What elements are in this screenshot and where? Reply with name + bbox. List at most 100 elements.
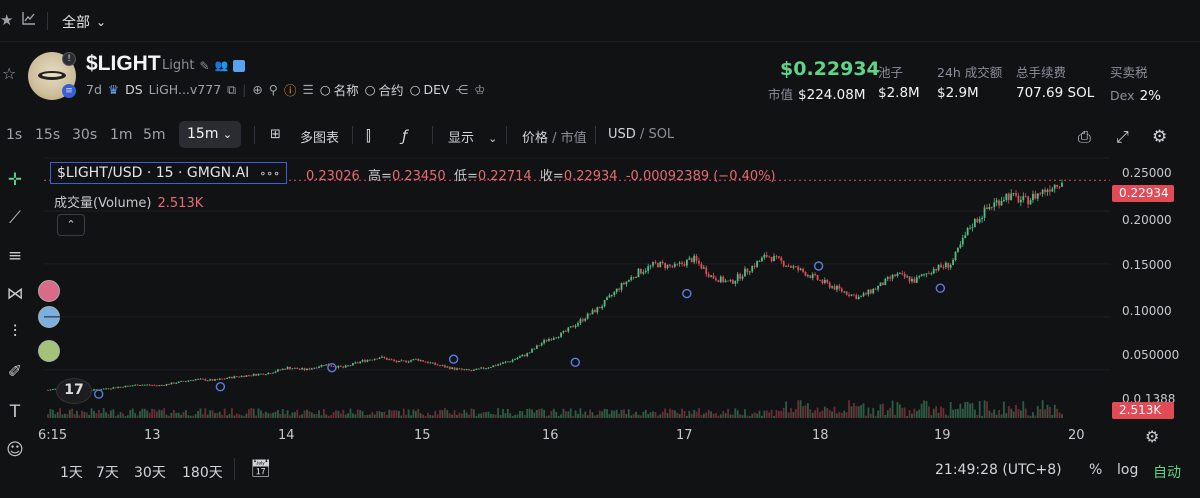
range-7d[interactable]: 7天 (96, 465, 119, 481)
volume-bar (610, 410, 613, 418)
user-icon[interactable]: ⚲ (268, 82, 278, 97)
axis-settings-icon[interactable]: ⚙ (1145, 427, 1160, 446)
collapse-legend-button[interactable]: ⌃ (57, 214, 85, 236)
candle (564, 329, 567, 332)
chart-legend[interactable]: $LIGHT/USD · 15 · GMGN.AI ∘∘∘ (50, 162, 287, 184)
volume-bar (51, 409, 54, 418)
trade-marker[interactable] (448, 354, 459, 364)
interval-30s[interactable]: 30s (72, 127, 98, 143)
candle (577, 321, 579, 328)
share-icon[interactable]: ⋲ (455, 82, 469, 97)
volume-bar (923, 400, 925, 418)
volume-bar (443, 408, 446, 418)
price-mcap-toggle[interactable]: 价格 / 市值 (522, 131, 587, 146)
warning-icon[interactable]: ⓘ (283, 83, 297, 98)
candle (908, 276, 911, 284)
crosshair-icon[interactable]: ✛ (7, 170, 23, 190)
log-toggle[interactable]: log (1117, 462, 1139, 478)
interval-5m[interactable]: 5m (143, 127, 166, 143)
range-180d[interactable]: 180天 (182, 465, 223, 481)
volume-bar (117, 414, 120, 418)
interval-1s[interactable]: 1s (6, 127, 23, 143)
text-tool-icon[interactable]: T (9, 402, 21, 422)
percent-toggle[interactable]: % (1089, 462, 1103, 478)
star-icon[interactable]: ★ (0, 11, 14, 29)
volume-bar (908, 410, 911, 418)
trade-marker[interactable] (570, 357, 580, 368)
emoji-icon[interactable]: ☺ (6, 440, 24, 460)
volume-bar (1036, 406, 1039, 418)
interval-15s[interactable]: 15s (35, 127, 61, 143)
edit-icon[interactable]: ✎ (199, 58, 210, 73)
candle (903, 271, 906, 280)
menu-icon[interactable]: ☰ (302, 82, 314, 97)
fullscreen-icon[interactable]: ⤢ (1116, 127, 1129, 146)
calendar-icon[interactable]: 📅︎ (250, 459, 272, 479)
favorite-star-icon[interactable]: ☆ (2, 64, 17, 83)
candle (400, 359, 403, 362)
search-name-link[interactable]: ○ 名称 (320, 80, 359, 99)
volume-bar (182, 411, 185, 418)
volume-bar (787, 412, 790, 418)
avatar[interactable] (38, 280, 60, 302)
candle (606, 296, 608, 301)
volume-bar (717, 415, 720, 418)
pattern-icon[interactable]: ⋈ (6, 284, 24, 304)
candle (228, 376, 231, 379)
candle (819, 279, 821, 282)
volume-bar (56, 412, 59, 418)
volume-bar (119, 412, 122, 418)
y-tick: 0.050000 (1122, 348, 1180, 362)
info-badge-icon: ! (62, 52, 76, 66)
volume-bar (978, 401, 981, 418)
currency-toggle[interactable]: USD / SOL (608, 127, 675, 142)
brush-icon[interactable]: ✐ (7, 362, 23, 382)
crown-outline-icon[interactable]: ♔ (474, 82, 486, 97)
candle (175, 382, 178, 385)
trade-marker[interactable] (935, 283, 946, 293)
interval-dropdown[interactable]: 15m ⌄ (179, 121, 241, 148)
trendline-icon[interactable]: ⟋ (9, 208, 21, 228)
search-contract-link[interactable]: ○ 合约 (365, 80, 404, 99)
high-value: 0.23450 (391, 169, 446, 184)
candle (683, 261, 686, 267)
measure-icon[interactable]: ⫶ (12, 322, 18, 342)
add-indicator-icon[interactable]: ⊞ (270, 127, 281, 142)
volume-bar (698, 408, 700, 418)
copy-icon[interactable]: ⧉ (227, 81, 237, 97)
volume-bar (569, 408, 572, 418)
candle (410, 359, 412, 363)
channel-icon[interactable]: ≡ (7, 246, 23, 266)
trade-marker[interactable] (813, 261, 824, 271)
candle (741, 274, 744, 281)
auto-toggle[interactable]: 自动 (1153, 465, 1181, 481)
range-1d[interactable]: 1天 (60, 465, 83, 481)
volume-bar (741, 415, 744, 418)
chart-icon[interactable] (22, 11, 36, 29)
trade-marker[interactable] (682, 288, 692, 299)
candle-type-icon[interactable]: ⫿ (366, 127, 371, 145)
trade-marker[interactable] (327, 362, 337, 373)
interval-1m[interactable]: 1m (110, 127, 133, 143)
tax-value: 2% (1139, 88, 1162, 104)
trade-marker[interactable] (94, 389, 104, 399)
candle (189, 380, 192, 382)
filter-dropdown[interactable]: 全部 ⌄ (62, 12, 106, 32)
camera-icon[interactable]: ⎙ (1078, 127, 1091, 146)
multi-chart-button[interactable]: 多图表 (300, 131, 340, 146)
range-30d[interactable]: 30天 (134, 465, 166, 481)
volume-bar (492, 414, 495, 418)
avatar[interactable] (38, 340, 60, 362)
formula-icon[interactable]: ƒ (402, 127, 408, 145)
price-chart[interactable] (44, 152, 1110, 424)
volume-bar (349, 408, 352, 418)
search-dev-link[interactable]: ○ DEV (410, 82, 450, 97)
globe-icon[interactable]: ⊕ (252, 82, 263, 97)
volume-bar (148, 412, 151, 418)
settings-icon[interactable]: ⚙ (1152, 127, 1168, 147)
more-icon[interactable]: ∘∘∘ (259, 166, 280, 180)
clock-readout[interactable]: 21:49:28 (UTC+8) (935, 462, 1062, 478)
display-dropdown[interactable]: 显示 ⌄ (448, 127, 497, 146)
volume-bar (313, 414, 316, 418)
trade-marker[interactable] (215, 381, 226, 392)
